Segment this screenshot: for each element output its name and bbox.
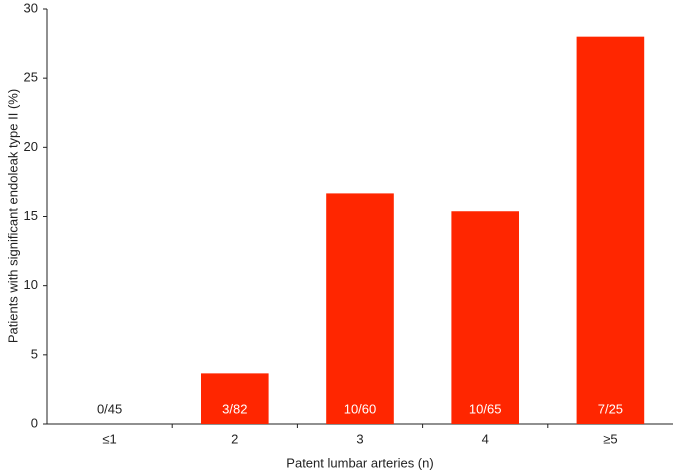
y-axis-title: Patients with significant endoleak type … — [5, 89, 20, 343]
bar — [200, 373, 269, 424]
x-tick-label: ≥5 — [603, 431, 617, 446]
bar — [326, 193, 394, 424]
y-tick-label: 5 — [31, 346, 38, 361]
x-tick-label: 2 — [231, 431, 238, 446]
x-tick-label: 3 — [356, 431, 363, 446]
value-label: 10/65 — [469, 401, 502, 416]
y-tick-label: 0 — [31, 415, 38, 430]
value-label: 0/45 — [97, 401, 122, 416]
value-label: 10/60 — [344, 401, 377, 416]
y-tick-label: 10 — [24, 277, 38, 292]
bar — [576, 36, 645, 425]
y-tick-label: 30 — [24, 0, 38, 15]
x-tick-label: 4 — [482, 431, 489, 446]
x-axis-title: Patent lumbar arteries (n) — [286, 455, 433, 470]
x-tick-label: ≤1 — [102, 431, 116, 446]
value-label: 7/25 — [598, 401, 623, 416]
value-label: 3/82 — [222, 401, 247, 416]
y-tick-label: 25 — [24, 70, 38, 85]
bar — [451, 211, 520, 424]
y-tick-label: 20 — [24, 139, 38, 154]
y-tick-label: 15 — [24, 208, 38, 223]
